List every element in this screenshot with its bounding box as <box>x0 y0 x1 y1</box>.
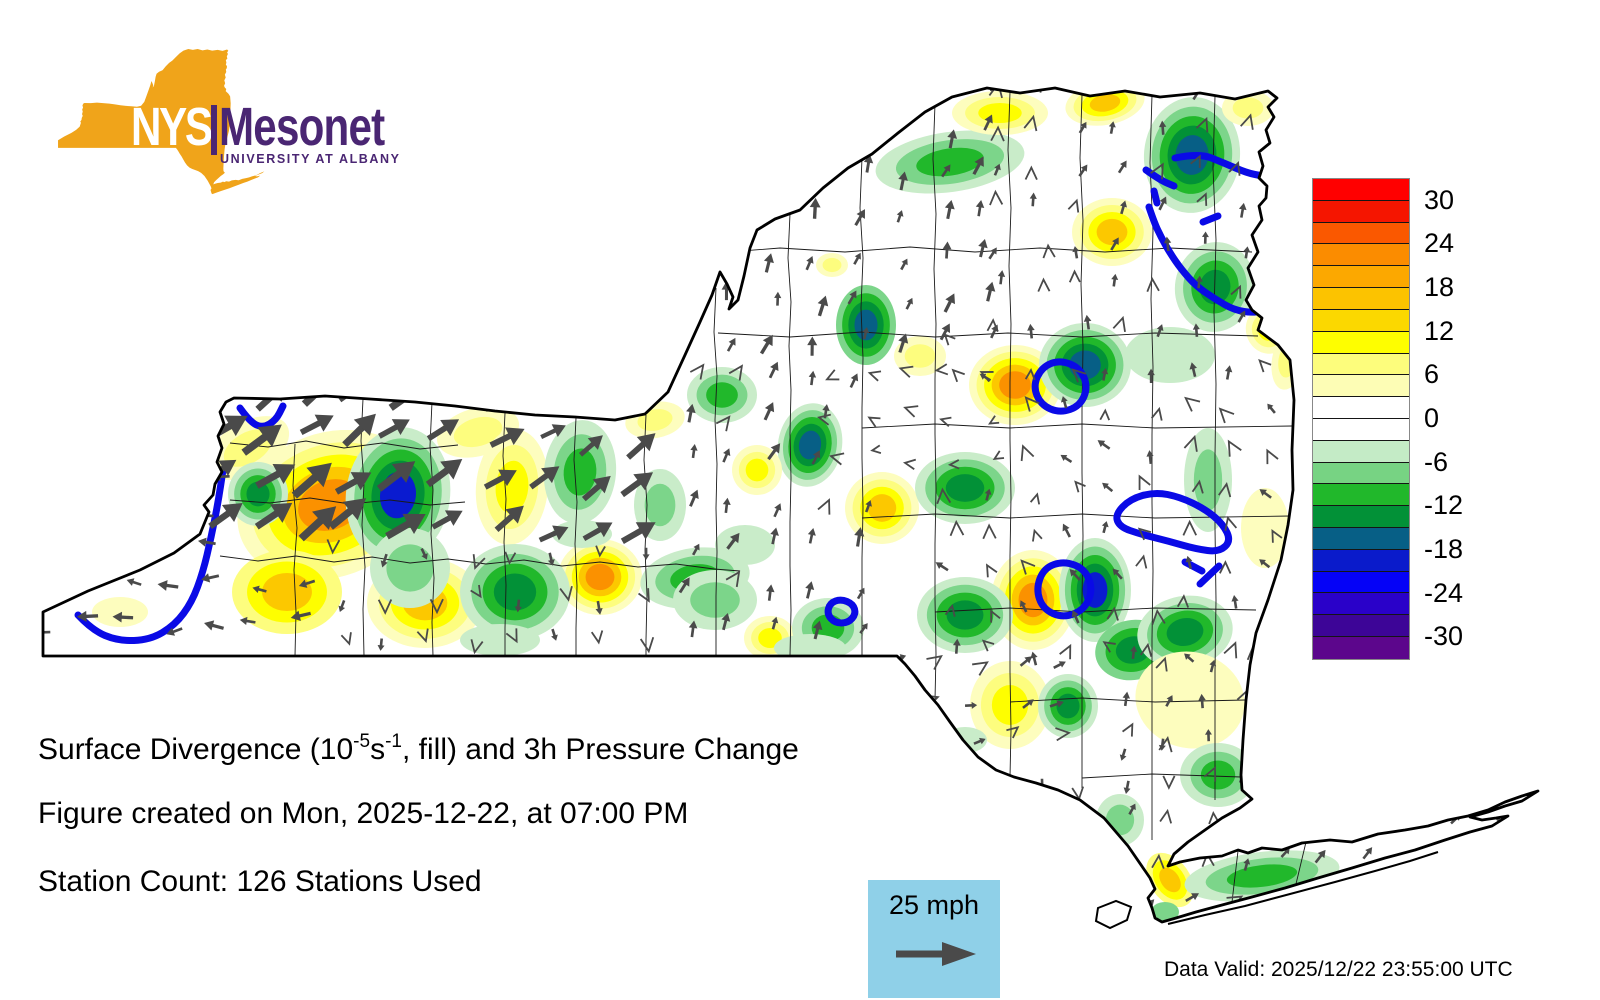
colorbar-segment <box>1313 418 1409 441</box>
colorbar-tick-label: -18 <box>1424 533 1464 564</box>
logo-name: Mesonet <box>219 97 385 157</box>
colorbar-tick-label: -6 <box>1424 446 1449 477</box>
colorbar-segment <box>1313 593 1409 616</box>
colorbar-tick-label: 30 <box>1424 184 1455 215</box>
colorbar-tick-label: 18 <box>1424 272 1455 303</box>
figure-title: Surface Divergence (10-5s-1, fill) and 3… <box>38 731 799 767</box>
station-count-line: Station Count: 126 Stations Used <box>38 865 482 898</box>
colorbar-tick-label: -24 <box>1424 577 1464 608</box>
logo-subtitle: UNIVERSITY AT ALBANY <box>220 152 401 166</box>
colorbar-segment <box>1313 222 1409 245</box>
colorbar-segment <box>1313 637 1409 659</box>
colorbar-tick-label: -30 <box>1424 621 1464 652</box>
figure-created-line: Figure created on Mon, 2025-12-22, at 07… <box>38 797 689 830</box>
wind-scale-arrow-icon <box>896 942 976 966</box>
map-inner-layers <box>43 88 1507 922</box>
title-text: Surface Divergence (10 <box>38 733 354 766</box>
wind-scale-legend: 25 mph <box>868 880 1000 998</box>
nys-mesonet-logo: NYS Mesonet UNIVERSITY AT ALBANY <box>0 0 440 220</box>
divergence-colorbar <box>1312 178 1410 660</box>
colorbar-segment <box>1313 288 1409 310</box>
colorbar-segment <box>1313 549 1409 572</box>
colorbar-segment <box>1313 440 1409 463</box>
colorbar-segment <box>1313 506 1409 528</box>
ny-state-silhouette <box>58 49 265 195</box>
colorbar-segment <box>1313 462 1409 485</box>
colorbar-segment <box>1313 571 1409 594</box>
state-outline <box>41 86 1540 924</box>
colorbar-segment <box>1313 484 1409 507</box>
logo-divider-bar <box>211 105 217 155</box>
title-unit: s <box>370 733 386 766</box>
colorbar-segment <box>1313 528 1409 550</box>
colorbar-segment <box>1313 397 1409 419</box>
colorbar-segment <box>1313 200 1409 223</box>
colorbar-segment <box>1313 309 1409 332</box>
colorbar-segment <box>1313 615 1409 638</box>
colorbar-segment <box>1313 244 1409 267</box>
staten-island-outline <box>1094 899 1133 930</box>
colorbar-segment <box>1313 266 1409 289</box>
title-exponent: -1 <box>385 731 402 752</box>
colorbar-segment <box>1313 353 1409 376</box>
title-text: , fill) and 3h Pressure Change <box>401 733 799 766</box>
data-valid-timestamp: Data Valid: 2025/12/22 23:55:00 UTC <box>1164 958 1513 981</box>
colorbar-segment <box>1313 179 1409 201</box>
colorbar-tick-label: 0 <box>1424 403 1440 433</box>
colorbar-tick-label: 24 <box>1424 228 1455 259</box>
colorbar-tick-label: 12 <box>1424 315 1455 346</box>
barrier-island-coastline <box>1167 851 1439 925</box>
title-exponent: -5 <box>353 731 371 752</box>
colorbar-tick-label: -12 <box>1424 490 1464 521</box>
ny-state-logo-icon <box>58 49 265 195</box>
logo-acronym: NYS <box>131 97 213 157</box>
colorbar-segment <box>1313 331 1409 354</box>
colorbar-tick-label: 6 <box>1424 359 1440 390</box>
wind-scale-label: 25 mph <box>888 890 980 920</box>
colorbar-segment <box>1313 375 1409 398</box>
